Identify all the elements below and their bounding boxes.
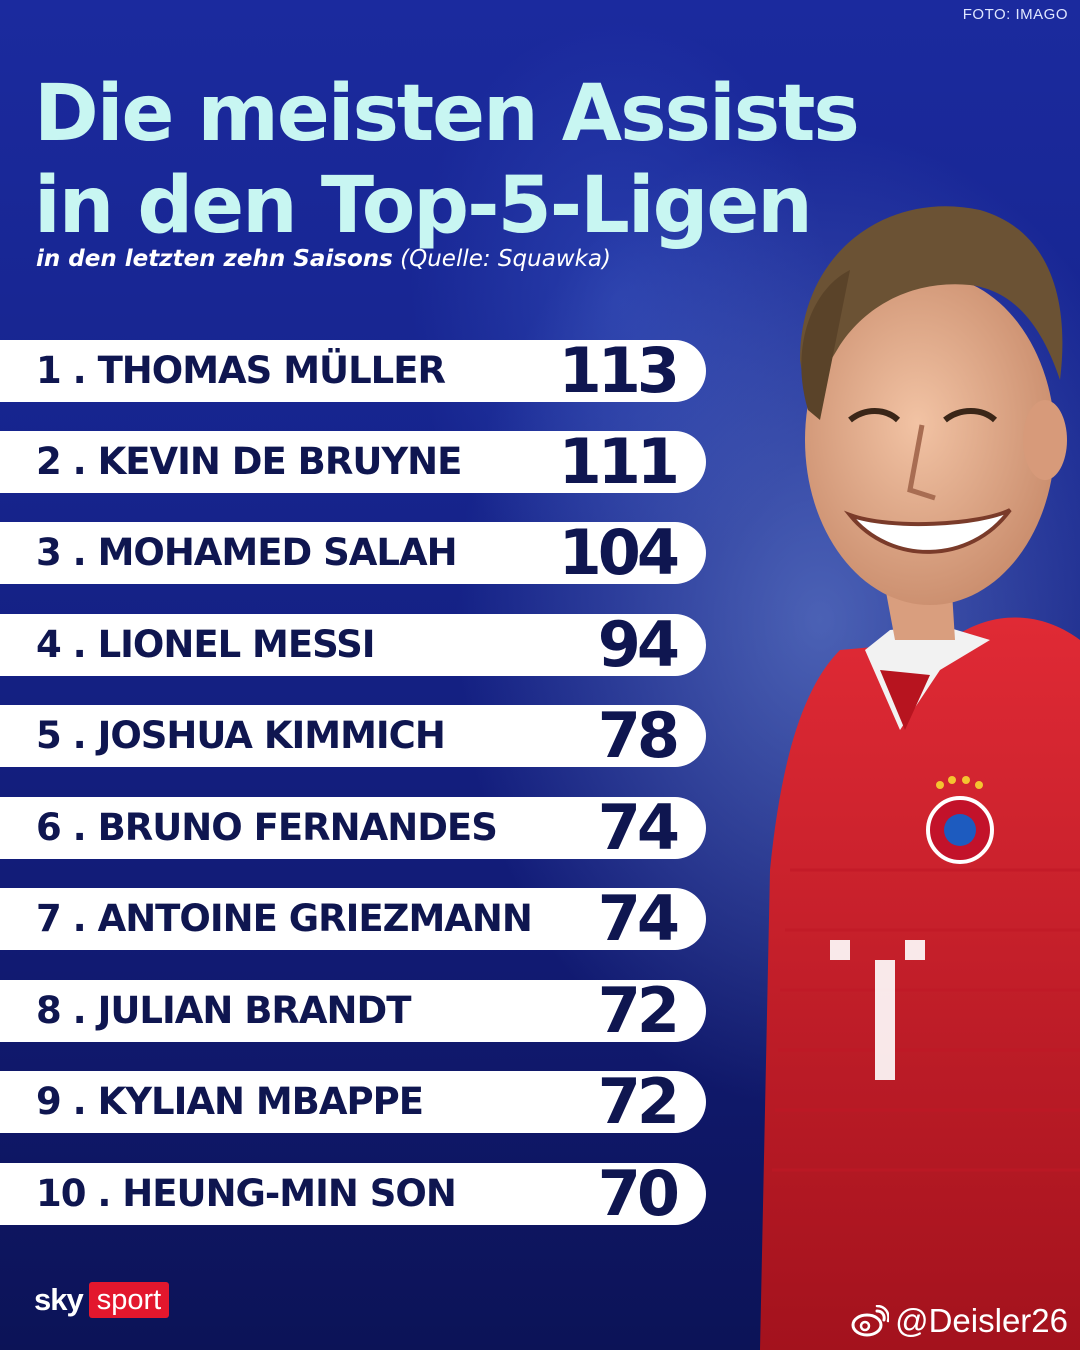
ranking-assists: 72 [597,974,680,1047]
ranking-assists: 113 [558,334,680,407]
ranking-assists: 94 [597,608,680,681]
ranking-row-9: 9 . KYLIAN MBAPPE 72 [0,1065,706,1138]
ranking-assists: 104 [558,516,680,589]
ranking-row-3: 3 . MOHAMED SALAH 104 [0,516,706,589]
ranking-name: 2 . KEVIN DE BRUYNE [36,440,462,483]
ranking-row-8: 8 . JULIAN BRANDT 72 [0,974,706,1047]
ranking-assists: 72 [597,1065,680,1138]
photo-credit: FOTO: IMAGO [962,6,1068,23]
ranking-row-2: 2 . KEVIN DE BRUYNE 111 [0,425,706,498]
ranking-name: 6 . BRUNO FERNANDES [36,806,498,849]
ranking-name: 10 . HEUNG-MIN SON [36,1172,457,1215]
ranking-name: 9 . KYLIAN MBAPPE [36,1080,424,1123]
ranking-assists: 111 [558,425,680,498]
logo-sport: sport [88,1282,170,1318]
ranking-row-1: 1 . THOMAS MÜLLER 113 [0,334,706,407]
sky-sport-logo: sky sport [34,1281,170,1319]
ranking-name: 5 . JOSHUA KIMMICH [36,714,446,757]
title-line-2: in den Top-5-Ligen [34,161,813,251]
ranking-row-6: 6 . BRUNO FERNANDES 74 [0,791,706,864]
ranking-name: 4 . LIONEL MESSI [36,623,376,666]
ranking-assists: 78 [597,699,680,772]
logo-sky: sky [34,1282,84,1317]
ranking-row-10: 10 . HEUNG-MIN SON 70 [0,1157,706,1230]
watermark-handle: @Deisler26 [895,1302,1068,1339]
ranking-name: 7 . ANTOINE GRIEZMANN [36,897,533,940]
title-line-1: Die meisten Assists [34,69,860,159]
ranking-name: 1 . THOMAS MÜLLER [36,349,446,392]
page-title: Die meisten Assists in den Top-5-Ligen [34,68,860,252]
ranking-assists: 74 [597,791,680,864]
ranking-name: 3 . MOHAMED SALAH [36,531,458,574]
watermark: @Deisler26 [851,1302,1068,1340]
player-photo [760,206,1080,1350]
ranking-row-4: 4 . LIONEL MESSI 94 [0,608,706,681]
ranking-name: 8 . JULIAN BRANDT [36,989,411,1032]
subtitle-period: in den letzten zehn Saisons [36,246,393,272]
weibo-icon [851,1305,890,1337]
subtitle-source: (Quelle: Squawka) [400,246,612,272]
ranking-assists: 74 [597,882,680,955]
ranking-row-7: 7 . ANTOINE GRIEZMANN 74 [0,882,706,955]
ranking-assists: 70 [597,1157,680,1230]
subtitle: in den letzten zehn Saisons (Quelle: Squ… [36,246,611,272]
ranking-row-5: 5 . JOSHUA KIMMICH 78 [0,699,706,772]
